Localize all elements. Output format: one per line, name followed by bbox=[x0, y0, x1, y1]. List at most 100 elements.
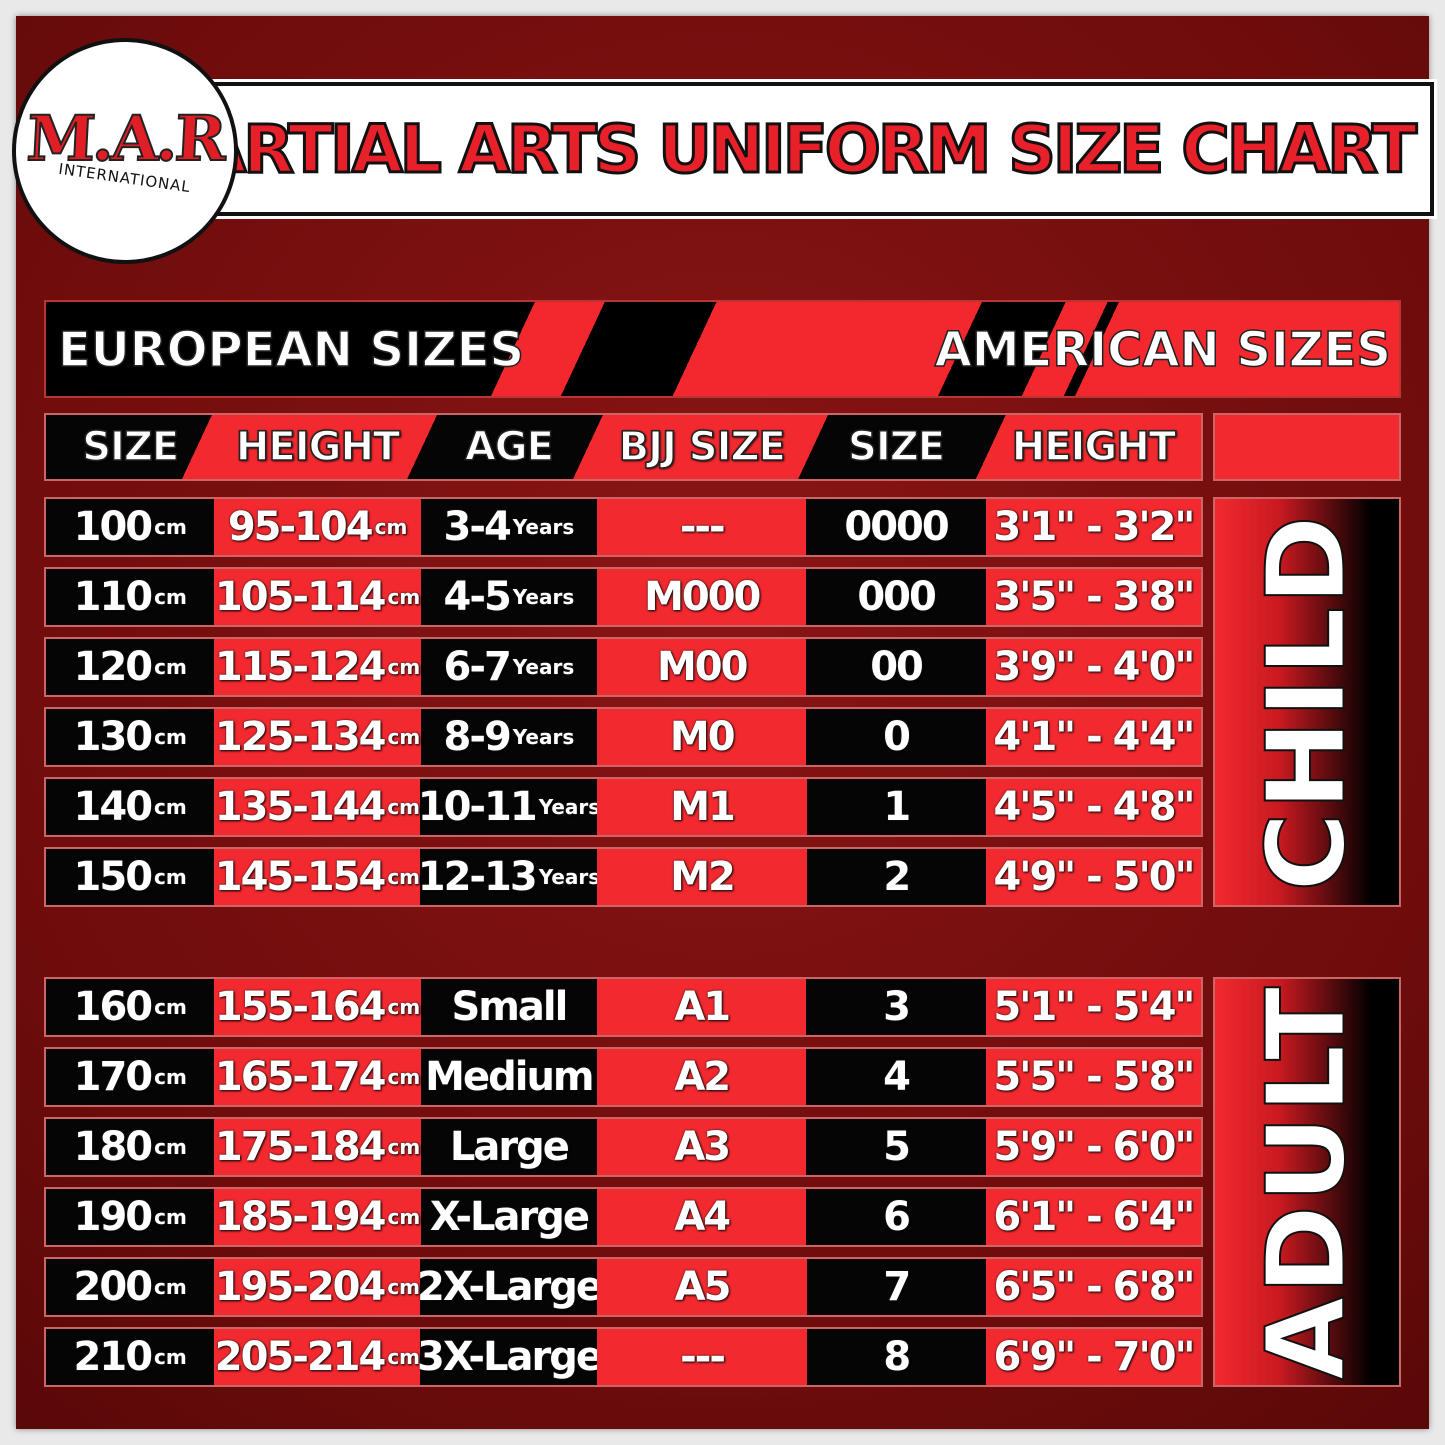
eu-size-cell-unit: cm bbox=[154, 725, 187, 749]
header-us-size: SIZE bbox=[847, 423, 946, 471]
eu-height-cell-unit: cm bbox=[387, 585, 421, 609]
eu-size-cell-unit: cm bbox=[154, 515, 187, 539]
group-label-child: CHILD bbox=[1213, 497, 1401, 907]
eu-height-cell: 145-154 cm bbox=[214, 849, 421, 905]
us-height-cell-value: 5'1" - 5'4" bbox=[993, 984, 1195, 1030]
us-height-cell-value: 6'9" - 7'0" bbox=[993, 1334, 1195, 1380]
age-cell: 3-4 Years bbox=[420, 499, 598, 555]
group-label-text: CHILD bbox=[1244, 512, 1371, 892]
eu-size-cell-value: 140 bbox=[73, 784, 153, 830]
age-cell-value: 12-13 bbox=[417, 854, 538, 900]
eu-height-cell-unit: cm bbox=[374, 515, 408, 539]
bjj-size-cell: A1 bbox=[597, 979, 807, 1035]
group-label-adult: ADULT bbox=[1213, 977, 1401, 1387]
table-row: 160 cm 155-164 cm Small A1 3 5'1" - 5'4" bbox=[44, 977, 1203, 1037]
eu-size-cell: 200 cm bbox=[46, 1259, 215, 1315]
bjj-size-cell: M1 bbox=[597, 779, 807, 835]
us-size-cell: 0 bbox=[806, 709, 986, 765]
us-height-cell: 4'9" - 5'0" bbox=[985, 849, 1201, 905]
mar-logo: M.A.R INTERNATIONAL bbox=[12, 38, 238, 264]
us-size-cell-value: 5 bbox=[883, 1124, 911, 1170]
eu-size-cell-value: 120 bbox=[73, 644, 153, 690]
bjj-size-cell-value: A1 bbox=[674, 984, 731, 1030]
us-height-cell-value: 3'9" - 4'0" bbox=[993, 644, 1195, 690]
us-height-cell: 6'9" - 7'0" bbox=[985, 1329, 1201, 1385]
us-size-cell-value: 4 bbox=[883, 1054, 911, 1100]
us-height-cell-value: 5'9" - 6'0" bbox=[993, 1124, 1195, 1170]
eu-height-cell: 105-114 cm bbox=[214, 569, 421, 625]
group-label-text: ADULT bbox=[1244, 983, 1371, 1381]
us-size-cell-value: 7 bbox=[883, 1264, 911, 1310]
age-cell-unit: Years bbox=[512, 725, 575, 749]
age-cell: 3X-Large bbox=[417, 1329, 603, 1385]
bjj-size-cell: A3 bbox=[597, 1119, 807, 1175]
us-size-cell-value: 8 bbox=[883, 1334, 911, 1380]
us-size-cell: 0000 bbox=[806, 499, 986, 555]
header-spacer bbox=[1213, 413, 1401, 481]
age-cell: Small bbox=[420, 979, 598, 1035]
eu-size-cell-unit: cm bbox=[154, 1205, 187, 1229]
bjj-size-cell-value: --- bbox=[680, 1334, 726, 1380]
age-cell-unit: Years bbox=[512, 655, 575, 679]
age-cell: Medium bbox=[420, 1049, 598, 1105]
age-cell: 2X-Large bbox=[417, 1259, 603, 1315]
age-cell: 6-7 Years bbox=[420, 639, 598, 695]
bjj-size-cell: --- bbox=[597, 1329, 807, 1385]
us-size-cell: 6 bbox=[806, 1189, 986, 1245]
us-size-cell: 7 bbox=[806, 1259, 986, 1315]
age-cell-value: 3X-Large bbox=[416, 1334, 603, 1380]
eu-size-cell: 170 cm bbox=[46, 1049, 215, 1105]
eu-height-cell: 125-134 cm bbox=[214, 709, 421, 765]
us-height-cell: 3'5" - 3'8" bbox=[985, 569, 1201, 625]
bjj-size-cell: M00 bbox=[597, 639, 807, 695]
us-size-cell-value: 3 bbox=[883, 984, 911, 1030]
us-height-cell-value: 5'5" - 5'8" bbox=[993, 1054, 1195, 1100]
us-height-cell-value: 6'1" - 6'4" bbox=[993, 1194, 1195, 1240]
age-cell-unit: Years bbox=[512, 585, 575, 609]
age-cell: X-Large bbox=[420, 1189, 598, 1245]
eu-size-cell: 130 cm bbox=[46, 709, 215, 765]
table-row: 200 cm 195-204 cm 2X-Large A5 7 6'5" - 6'8" bbox=[44, 1257, 1203, 1317]
age-cell: 4-5 Years bbox=[420, 569, 598, 625]
eu-size-cell: 210 cm bbox=[46, 1329, 215, 1385]
eu-height-cell-unit: cm bbox=[387, 865, 421, 889]
eu-size-cell-unit: cm bbox=[154, 1345, 187, 1369]
eu-height-cell-value: 155-164 bbox=[214, 984, 387, 1030]
eu-height-cell: 175-184 cm bbox=[214, 1119, 421, 1175]
eu-size-cell-unit: cm bbox=[154, 585, 187, 609]
us-size-cell: 000 bbox=[806, 569, 986, 625]
eu-size-cell-value: 150 bbox=[73, 854, 153, 900]
eu-height-cell-unit: cm bbox=[387, 725, 421, 749]
age-cell: 10-11 Years bbox=[418, 779, 600, 835]
age-cell-value: 3-4 bbox=[443, 504, 512, 550]
eu-height-cell-unit: cm bbox=[387, 1135, 421, 1159]
age-cell-value: 4-5 bbox=[443, 574, 512, 620]
us-size-cell: 4 bbox=[806, 1049, 986, 1105]
us-size-cell-value: 2 bbox=[883, 854, 911, 900]
us-size-cell: 3 bbox=[806, 979, 986, 1035]
eu-height-cell-value: 145-154 bbox=[214, 854, 387, 900]
eu-size-cell-value: 180 bbox=[73, 1124, 153, 1170]
age-cell: 8-9 Years bbox=[420, 709, 598, 765]
table-row: 110 cm 105-114 cm 4-5 Years M000 000 3'5" - 3'8" bbox=[44, 567, 1203, 627]
us-height-cell-value: 6'5" - 6'8" bbox=[993, 1264, 1195, 1310]
us-height-cell-value: 4'1" - 4'4" bbox=[993, 714, 1195, 760]
page-title: MARTIAL ARTS UNIFORM SIZE CHART bbox=[131, 109, 1418, 189]
eu-size-cell: 120 cm bbox=[46, 639, 215, 695]
bjj-size-cell-value: A2 bbox=[674, 1054, 731, 1100]
eu-height-cell-value: 95-104 bbox=[227, 504, 374, 550]
eu-height-cell-value: 105-114 bbox=[214, 574, 387, 620]
eu-height-cell-value: 175-184 bbox=[214, 1124, 387, 1170]
header-age: AGE bbox=[464, 423, 555, 471]
bjj-size-cell: M2 bbox=[597, 849, 807, 905]
eu-size-cell-unit: cm bbox=[154, 795, 187, 819]
american-sizes-label: AMERICAN SIZES bbox=[934, 321, 1392, 379]
eu-size-cell-value: 130 bbox=[73, 714, 153, 760]
eu-height-cell-value: 195-204 bbox=[214, 1264, 387, 1310]
age-cell: Large bbox=[420, 1119, 598, 1175]
table-row: 130 cm 125-134 cm 8-9 Years M0 0 4'1" - 4'4" bbox=[44, 707, 1203, 767]
eu-height-cell-value: 165-174 bbox=[214, 1054, 387, 1100]
header-eu-height: HEIGHT bbox=[235, 423, 401, 471]
us-size-cell-value: 000 bbox=[857, 574, 936, 620]
eu-height-cell-value: 135-144 bbox=[214, 784, 387, 830]
